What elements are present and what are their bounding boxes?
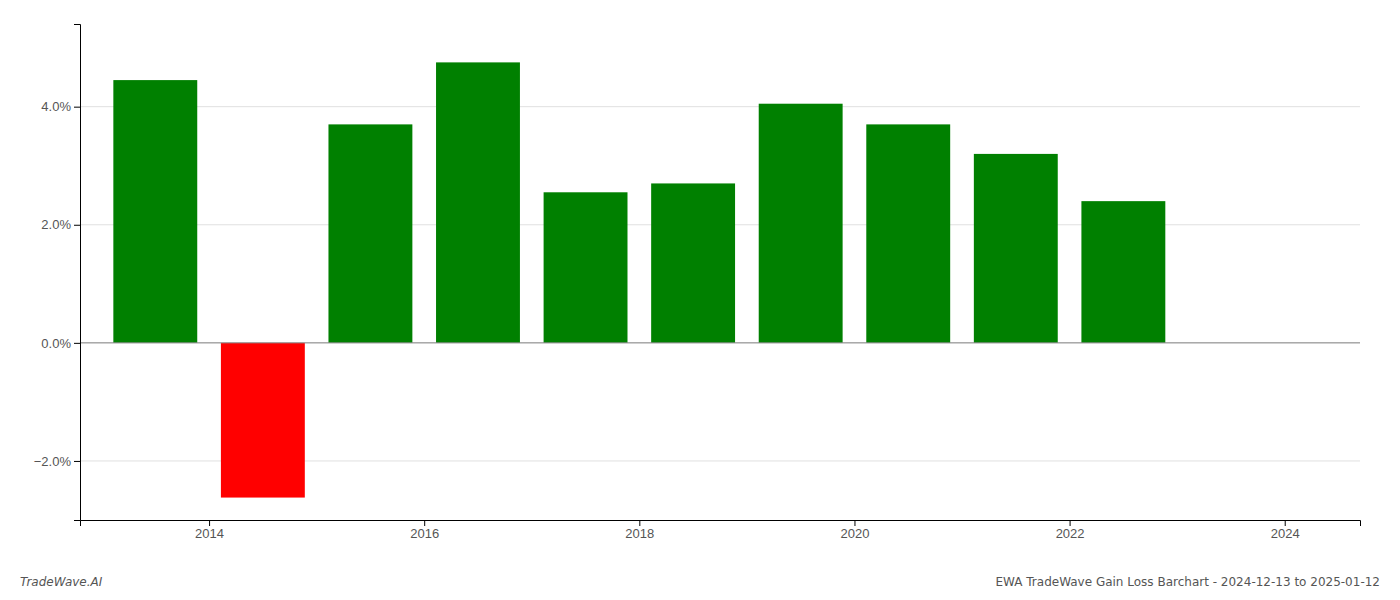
y-tick: −2.0% [34,454,80,469]
bar [328,124,412,342]
bar [974,154,1058,343]
x-tick-mark [639,520,640,526]
grid-line [80,106,1360,107]
x-tick: 2018 [625,520,654,541]
bar [544,192,628,343]
y-tick-mark [74,107,80,108]
x-tick-label: 2014 [195,526,224,541]
footer-left: TradeWave.AI [20,575,103,589]
bar [866,124,950,342]
y-tick: 2.0% [41,217,80,232]
y-axis-line [74,25,81,521]
y-tick-mark [74,343,80,344]
y-tick-label: −2.0% [34,454,72,469]
x-tick: 2016 [410,520,439,541]
footer-right: EWA TradeWave Gain Loss Barchart - 2024-… [995,575,1380,589]
bar [436,62,520,342]
plot: 2014 2016 2018 2020 2022 2024 −2.0% 0.0% 2.0% 4.0… [34,25,1361,542]
y-tick-label: 0.0% [41,336,71,351]
x-tick-label: 2022 [1056,526,1085,541]
x-tick-mark [854,520,855,526]
bar [651,183,735,342]
y-tick-mark [74,225,80,226]
x-tick: 2024 [1271,520,1300,541]
x-axis: 2014 2016 2018 2020 2022 2024 [81,520,1361,541]
y-tick-label: 2.0% [41,217,71,232]
x-tick: 2022 [1056,520,1085,541]
x-tick-mark [1285,520,1286,526]
x-tick-label: 2024 [1271,526,1300,541]
chart: 2014 2016 2018 2020 2022 2024 −2.0% 0.0% 2.0% 4.0… [0,0,1400,600]
y-tick-mark [74,461,80,462]
x-tick: 2014 [195,520,224,541]
x-axis-line [81,521,1361,527]
bar [113,80,197,343]
bar [1081,201,1165,343]
x-tick-mark [1070,520,1071,526]
bar [221,343,305,498]
x-tick-label: 2016 [410,526,439,541]
x-tick: 2020 [840,520,869,541]
y-axis: −2.0% 0.0% 2.0% 4.0% [34,25,81,521]
bars [113,62,1165,497]
y-tick-label: 4.0% [41,99,71,114]
y-tick: 0.0% [41,336,80,351]
x-tick-mark [424,520,425,526]
baseline [80,342,1360,343]
x-tick-label: 2018 [625,526,654,541]
x-tick-label: 2020 [840,526,869,541]
y-tick: 4.0% [41,99,80,114]
grid-line [80,342,1360,343]
bar [759,104,843,343]
x-tick-mark [209,520,210,526]
